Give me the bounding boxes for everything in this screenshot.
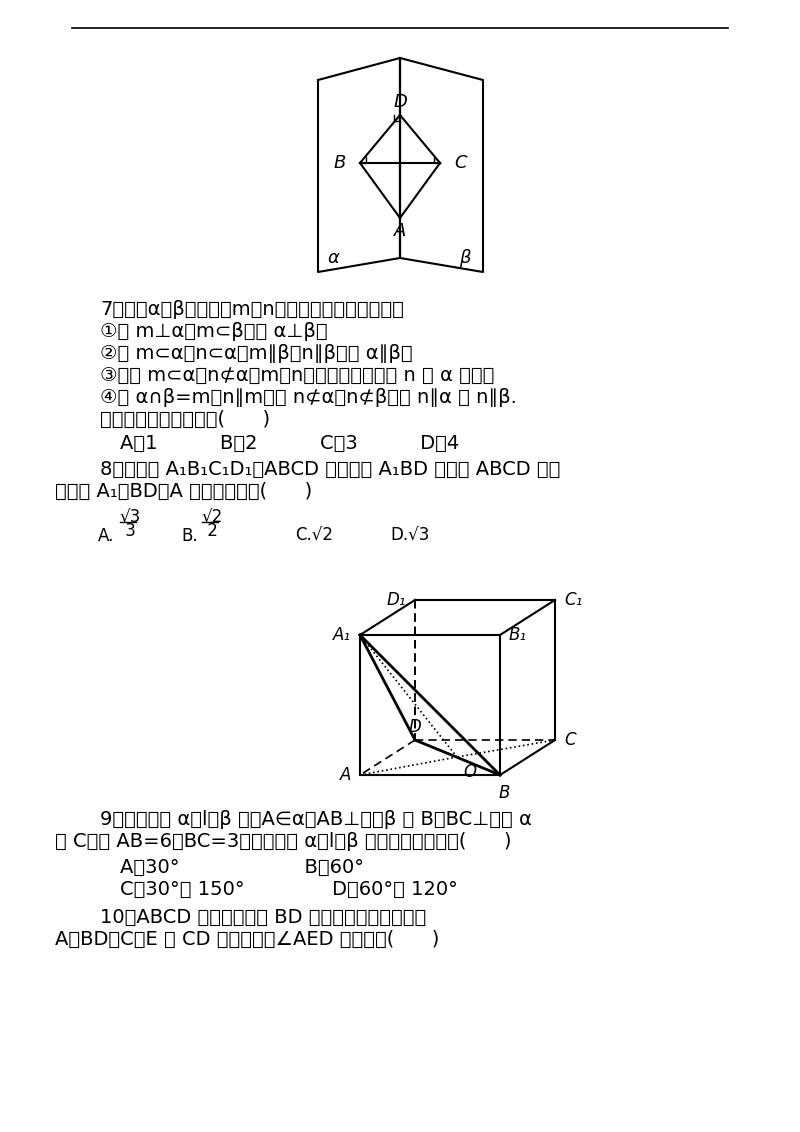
Text: β: β [459,249,470,267]
Text: A－BD－C，E 为 CD 的中点，则∠AED 的大小为(      ): A－BD－C，E 为 CD 的中点，则∠AED 的大小为( ) [55,931,439,949]
Text: 8．正方体 A₁B₁C₁D₁－ABCD 中，截面 A₁BD 与底面 ABCD 所成: 8．正方体 A₁B₁C₁D₁－ABCD 中，截面 A₁BD 与底面 ABCD 所… [100,460,560,479]
Text: 3: 3 [120,522,136,540]
Text: D: D [393,93,407,111]
Text: ④若 α∩β=m，n∥m，且 n⊄α，n⊄β，则 n∥α 且 n∥β.: ④若 α∩β=m，n∥m，且 n⊄α，n⊄β，则 n∥α 且 n∥β. [100,388,517,408]
Text: C.√2: C.√2 [295,528,333,544]
Text: D: D [409,718,422,736]
Text: 于 C，若 AB=6，BC=3，则二面角 α－l－β 的平面角的大小为(      ): 于 C，若 AB=6，BC=3，则二面角 α－l－β 的平面角的大小为( ) [55,832,511,851]
Text: 9．在二面角 α－l－β 中，A∈α，AB⊥平面β 于 B，BC⊥平面 α: 9．在二面角 α－l－β 中，A∈α，AB⊥平面β 于 B，BC⊥平面 α [100,811,532,829]
Text: B.: B. [182,528,198,544]
Text: B: B [498,784,510,801]
Text: C: C [564,731,576,749]
Text: A₁: A₁ [333,626,351,644]
Text: ②若 m⊂α，n⊂α，m∥β，n∥β，则 α∥β；: ②若 m⊂α，n⊂α，m∥β，n∥β，则 α∥β； [100,344,413,363]
Text: √2: √2 [202,509,223,528]
Text: 其中表述正确的个数是(      ): 其中表述正确的个数是( ) [100,410,270,429]
Text: ③如果 m⊂α，n⊄α，m、n是异面直线，那么 n 与 α 相交；: ③如果 m⊂α，n⊄α，m、n是异面直线，那么 n 与 α 相交； [100,366,494,385]
Text: B: B [334,154,346,172]
Text: D₁: D₁ [386,591,406,609]
Text: A: A [340,766,351,784]
Text: C: C [454,154,466,172]
Text: A．30°                    B．60°: A．30° B．60° [120,858,364,877]
Text: D.√3: D.√3 [390,528,430,544]
Text: 10．ABCD 是正方形，以 BD 为棱把它折成直二面角: 10．ABCD 是正方形，以 BD 为棱把它折成直二面角 [100,908,426,927]
Text: 2: 2 [202,522,218,540]
Text: B₁: B₁ [509,626,527,644]
Text: α: α [327,249,339,267]
Text: √3: √3 [120,509,142,528]
Text: 二面角 A₁－BD－A 的正切值等于(      ): 二面角 A₁－BD－A 的正切值等于( ) [55,482,312,501]
Text: O: O [463,763,476,781]
Text: ①若 m⊥α，m⊂β，则 α⊥β；: ①若 m⊥α，m⊂β，则 α⊥β； [100,321,328,341]
Text: C．30°或 150°              D．60°或 120°: C．30°或 150° D．60°或 120° [120,880,458,899]
Text: A: A [394,222,406,240]
Text: 7．已知α、β是平面，m、n是直线，给出下列表述：: 7．已知α、β是平面，m、n是直线，给出下列表述： [100,300,404,319]
Text: C₁: C₁ [564,591,582,609]
Text: A．1          B．2          C．3          D．4: A．1 B．2 C．3 D．4 [120,434,459,453]
Text: A.: A. [98,528,114,544]
